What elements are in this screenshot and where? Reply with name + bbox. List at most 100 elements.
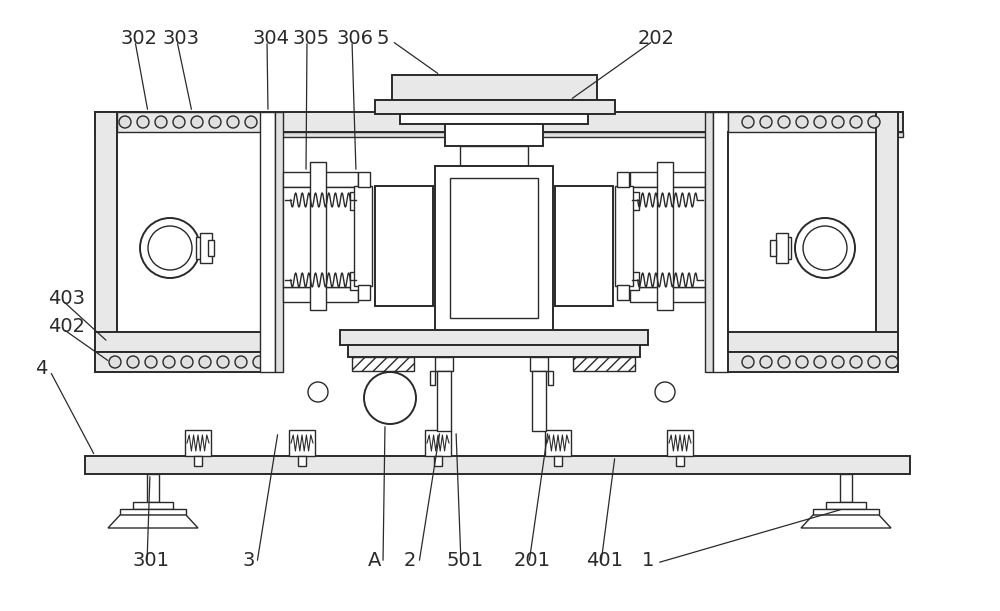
Bar xyxy=(185,430,211,456)
Bar xyxy=(676,456,684,466)
Bar xyxy=(283,172,358,187)
Circle shape xyxy=(217,356,229,368)
Bar xyxy=(196,237,204,259)
Circle shape xyxy=(245,116,257,128)
Text: 302: 302 xyxy=(120,29,157,48)
Circle shape xyxy=(796,356,808,368)
Bar xyxy=(840,474,852,502)
Circle shape xyxy=(778,116,790,128)
Bar xyxy=(354,186,372,286)
Bar xyxy=(667,430,693,456)
Text: 306: 306 xyxy=(337,29,374,48)
Bar xyxy=(85,456,910,474)
Bar xyxy=(530,357,548,371)
Bar xyxy=(298,456,306,466)
Bar xyxy=(554,456,562,466)
Bar xyxy=(728,112,876,132)
Bar xyxy=(615,186,633,286)
Text: 5: 5 xyxy=(377,29,390,48)
Bar xyxy=(826,502,866,509)
Bar xyxy=(876,112,898,372)
Circle shape xyxy=(803,226,847,270)
Circle shape xyxy=(155,116,167,128)
Bar xyxy=(770,240,776,256)
Circle shape xyxy=(140,218,200,278)
Text: 403: 403 xyxy=(48,288,85,307)
Text: 301: 301 xyxy=(132,551,169,569)
Bar xyxy=(310,162,326,310)
Circle shape xyxy=(795,218,855,278)
Bar xyxy=(95,352,265,372)
Circle shape xyxy=(181,356,193,368)
Circle shape xyxy=(235,356,247,368)
Text: 4: 4 xyxy=(35,359,47,378)
Circle shape xyxy=(137,116,149,128)
Polygon shape xyxy=(108,515,198,528)
Circle shape xyxy=(760,356,772,368)
Bar xyxy=(358,172,370,187)
Text: A: A xyxy=(368,551,381,569)
Text: 501: 501 xyxy=(446,551,483,569)
Text: 202: 202 xyxy=(638,29,675,48)
Bar xyxy=(283,187,358,287)
Bar xyxy=(783,237,791,259)
Circle shape xyxy=(850,116,862,128)
Bar xyxy=(260,112,275,372)
Bar xyxy=(617,285,629,300)
Circle shape xyxy=(163,356,175,368)
Text: 2: 2 xyxy=(404,551,416,569)
Circle shape xyxy=(832,356,844,368)
Circle shape xyxy=(191,116,203,128)
Bar xyxy=(95,112,903,132)
Bar xyxy=(95,332,265,352)
Bar xyxy=(728,332,898,352)
Bar xyxy=(194,456,202,466)
Text: 305: 305 xyxy=(292,29,329,48)
Circle shape xyxy=(127,356,139,368)
Bar xyxy=(555,186,613,306)
Bar xyxy=(95,112,117,372)
Bar xyxy=(545,430,571,456)
Text: 201: 201 xyxy=(514,551,551,569)
Bar xyxy=(548,371,553,385)
Bar xyxy=(435,357,453,371)
Bar xyxy=(147,474,159,502)
Text: 304: 304 xyxy=(252,29,289,48)
Bar xyxy=(430,371,435,385)
Circle shape xyxy=(742,356,754,368)
Bar xyxy=(350,272,364,290)
Bar xyxy=(625,192,639,210)
Circle shape xyxy=(814,356,826,368)
Circle shape xyxy=(814,116,826,128)
Polygon shape xyxy=(801,515,891,528)
Text: 402: 402 xyxy=(48,316,85,335)
Circle shape xyxy=(227,116,239,128)
Text: 401: 401 xyxy=(586,551,623,569)
Circle shape xyxy=(742,116,754,128)
Circle shape xyxy=(850,356,862,368)
Bar xyxy=(460,146,528,166)
Bar xyxy=(532,371,546,431)
Circle shape xyxy=(886,356,898,368)
Bar xyxy=(445,124,543,146)
Circle shape xyxy=(148,226,192,270)
Circle shape xyxy=(145,356,157,368)
Circle shape xyxy=(308,382,328,402)
Circle shape xyxy=(868,356,880,368)
Bar xyxy=(375,100,615,114)
Bar xyxy=(289,430,315,456)
Bar xyxy=(275,112,283,372)
Bar xyxy=(117,132,265,352)
Bar xyxy=(120,509,186,515)
Bar xyxy=(728,352,898,372)
Circle shape xyxy=(655,382,675,402)
Bar xyxy=(358,285,370,300)
Bar xyxy=(350,192,364,210)
Circle shape xyxy=(119,116,131,128)
Text: 303: 303 xyxy=(162,29,199,48)
Bar xyxy=(435,166,553,331)
Circle shape xyxy=(868,116,880,128)
Text: 3: 3 xyxy=(242,551,254,569)
Bar xyxy=(813,509,879,515)
Text: 1: 1 xyxy=(642,551,654,569)
